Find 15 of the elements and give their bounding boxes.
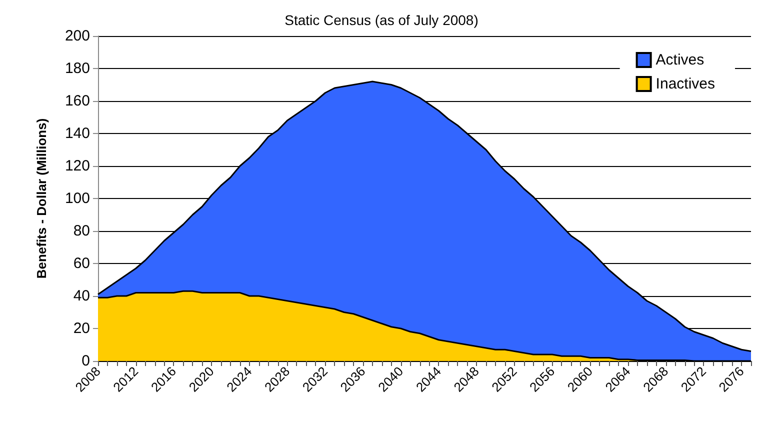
y-tick-label: 180 (64, 60, 90, 77)
legend-label: Actives (656, 52, 704, 68)
y-tick-label: 60 (73, 255, 90, 272)
y-tick-label: 80 (73, 222, 90, 240)
y-tick-label: 200 (64, 28, 90, 44)
chart-title: Static Census (as of July 2008) (284, 12, 478, 28)
y-tick-label: 0 (82, 352, 90, 370)
legend-label: Inactives (656, 76, 716, 92)
y-tick-label: 40 (73, 288, 90, 304)
y-axis-title: Benefits - Dollar (Millions) (34, 118, 49, 279)
y-tick-label: 120 (64, 158, 90, 174)
y-tick-label: 160 (64, 92, 90, 110)
y-tick-label: 140 (64, 125, 90, 142)
y-tick-label: 20 (73, 320, 90, 337)
y-tick-label: 100 (64, 190, 90, 207)
